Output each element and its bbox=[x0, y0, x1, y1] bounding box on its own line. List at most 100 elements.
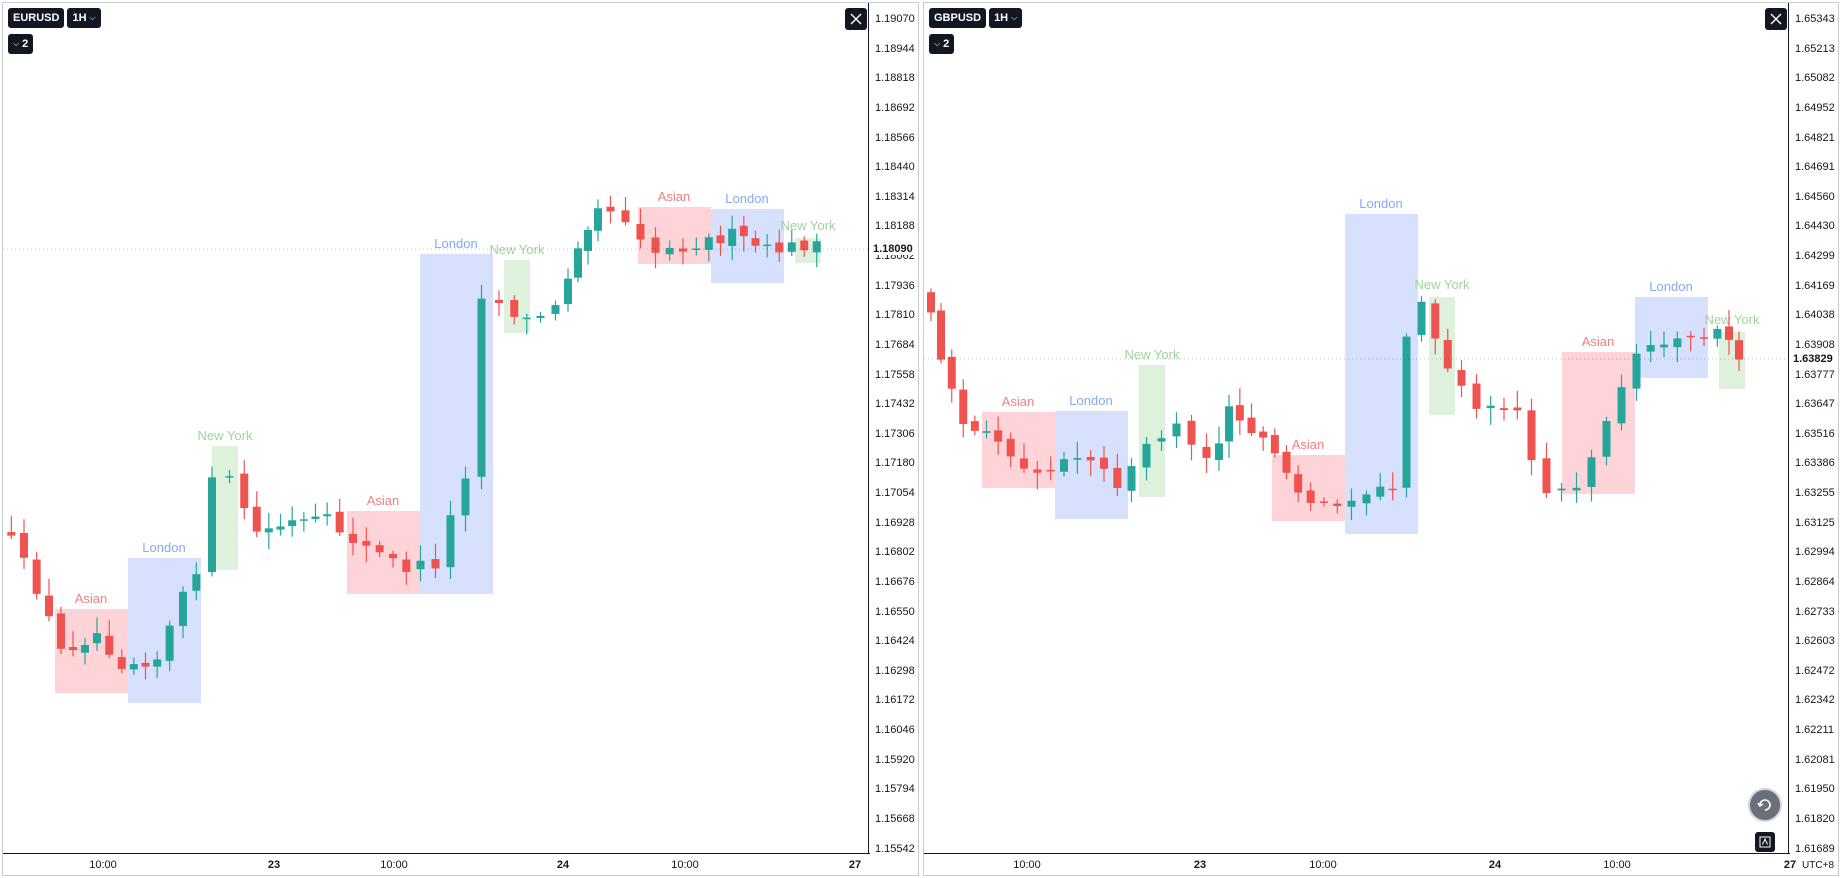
candle-body bbox=[751, 238, 760, 246]
price-tick: 1.62342 bbox=[1795, 694, 1835, 707]
candle-body bbox=[665, 247, 674, 255]
candle bbox=[947, 349, 956, 403]
candle-body bbox=[1572, 487, 1581, 491]
candle bbox=[1306, 482, 1315, 511]
candle bbox=[323, 502, 332, 526]
candle bbox=[679, 238, 687, 265]
candle-body bbox=[192, 574, 201, 591]
close-pane-button[interactable] bbox=[845, 8, 867, 30]
candle bbox=[665, 240, 674, 261]
time-axis[interactable]: 10:00 23 10:00 24 10:00 27 bbox=[3, 853, 870, 875]
candle-body bbox=[1388, 488, 1397, 491]
candle-body bbox=[959, 389, 968, 424]
candle bbox=[264, 512, 273, 550]
candle bbox=[93, 617, 101, 651]
price-axis[interactable]: 1.19070 1.18944 1.18818 1.18692 1.18566 1.184… bbox=[868, 3, 918, 875]
candle bbox=[1572, 472, 1581, 503]
candle-body bbox=[1660, 344, 1668, 348]
price-tick: 1.16424 bbox=[875, 635, 915, 648]
time-axis[interactable]: 10:00 23 10:00 24 10:00 27 bbox=[924, 853, 1796, 875]
price-tick: 1.64038 bbox=[1795, 309, 1835, 322]
candle-body bbox=[551, 305, 560, 314]
chart-pane-gbpusd[interactable]: Asian London New York Asian London New York As… bbox=[923, 2, 1839, 876]
price-tick: 1.64821 bbox=[1795, 131, 1835, 144]
candle bbox=[389, 550, 397, 568]
chart-pane-eurusd[interactable]: Asian London New York Asian London New York As… bbox=[2, 2, 919, 876]
time-tick: 10:00 bbox=[1013, 859, 1041, 871]
candle bbox=[32, 551, 41, 600]
candle-body bbox=[1587, 457, 1596, 487]
price-tick: 1.17684 bbox=[875, 338, 915, 351]
candle bbox=[982, 420, 991, 439]
candle-body bbox=[1320, 501, 1328, 504]
candle bbox=[1632, 343, 1641, 401]
candle-body bbox=[240, 473, 249, 509]
candle bbox=[165, 620, 174, 672]
candle bbox=[153, 651, 162, 678]
session-label-asian: Asian bbox=[1292, 437, 1325, 452]
symbol-chip[interactable]: GBPUSD bbox=[929, 8, 987, 28]
candle-body bbox=[982, 431, 991, 433]
candle-body bbox=[1632, 353, 1641, 389]
timezone-label[interactable]: UTC+8 bbox=[1802, 860, 1834, 871]
candle bbox=[129, 657, 138, 675]
candle bbox=[375, 540, 384, 558]
price-tick: 1.17306 bbox=[875, 427, 915, 440]
price-tick: 1.63255 bbox=[1795, 487, 1835, 500]
candle-body bbox=[1557, 488, 1566, 491]
candle-body bbox=[1142, 443, 1151, 468]
indicators-toggle[interactable]: ⌵ 2 bbox=[929, 34, 955, 54]
candle-body bbox=[7, 532, 16, 536]
candle-body bbox=[1735, 340, 1743, 360]
indicators-toggle[interactable]: ⌵ 2 bbox=[8, 34, 34, 54]
replay-button[interactable] bbox=[1748, 788, 1782, 822]
interval-chip[interactable]: 1H ⌵ bbox=[989, 8, 1023, 28]
auto-scale-button[interactable] bbox=[1755, 832, 1775, 852]
candle-body bbox=[153, 659, 162, 667]
interval-label: 1H bbox=[72, 12, 87, 24]
candle-body bbox=[477, 298, 486, 477]
candle-body bbox=[651, 237, 660, 253]
session-box-asian bbox=[55, 609, 128, 693]
candle bbox=[288, 506, 297, 537]
candle-body bbox=[947, 356, 956, 389]
candle bbox=[692, 237, 701, 256]
price-tick: 1.17432 bbox=[875, 398, 915, 411]
candle bbox=[57, 606, 65, 655]
price-tick: 1.62733 bbox=[1795, 605, 1835, 618]
candle bbox=[812, 233, 821, 268]
candle-body bbox=[970, 421, 979, 431]
candle-body bbox=[1472, 383, 1481, 409]
candle bbox=[1660, 331, 1668, 358]
price-tick: 1.61820 bbox=[1795, 813, 1835, 825]
candle-body bbox=[1417, 301, 1426, 335]
candle-body bbox=[45, 595, 53, 617]
price-tick: 1.63125 bbox=[1795, 516, 1835, 529]
candlestick-plot[interactable]: Asian London New York Asian London New York As… bbox=[3, 3, 870, 855]
candle-body bbox=[299, 519, 308, 521]
interval-chip[interactable]: 1H ⌵ bbox=[67, 8, 101, 28]
candle bbox=[787, 229, 796, 257]
candle-body bbox=[389, 554, 397, 559]
time-tick: 23 bbox=[1193, 859, 1207, 871]
candle-body bbox=[1172, 423, 1181, 437]
candle bbox=[1282, 445, 1291, 480]
session-label-london: London bbox=[142, 540, 185, 555]
candle-body bbox=[564, 278, 572, 304]
close-pane-button[interactable] bbox=[1765, 8, 1787, 30]
candle-body bbox=[1294, 474, 1303, 493]
candle-body bbox=[57, 613, 65, 649]
symbol-label: EURUSD bbox=[13, 12, 60, 24]
price-tick: 1.19070 bbox=[875, 13, 915, 25]
price-axis[interactable]: 1.65343 1.65213 1.65082 1.64952 1.64821 1.646… bbox=[1788, 3, 1838, 875]
session-boxes bbox=[982, 214, 1745, 534]
candle-body bbox=[1402, 336, 1411, 488]
price-tick: 1.64299 bbox=[1795, 250, 1835, 263]
candlestick-plot[interactable]: Asian London New York Asian London New York As… bbox=[924, 3, 1790, 855]
candle bbox=[800, 236, 809, 257]
symbol-chip[interactable]: EURUSD bbox=[8, 8, 65, 28]
candle bbox=[495, 290, 503, 317]
candle bbox=[1086, 450, 1095, 477]
price-tick: 1.18314 bbox=[875, 190, 915, 203]
price-tick: 1.64560 bbox=[1795, 190, 1835, 203]
